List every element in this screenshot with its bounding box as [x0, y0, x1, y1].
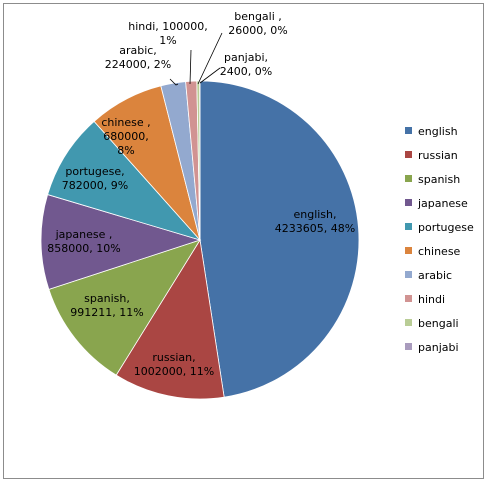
legend-label-bengali: bengali — [418, 317, 459, 330]
legend-label-portugese: portugese — [418, 221, 474, 234]
legend-label-arabic: arabic — [418, 269, 452, 282]
legend-label-spanish: spanish — [418, 173, 460, 186]
data-label-russian: russian, 1002000, 11% — [134, 351, 214, 378]
pie-slice-english — [199, 80, 360, 398]
legend-swatch-hindi — [405, 295, 412, 302]
legend-swatch-chinese — [405, 247, 412, 254]
leader-line-hindi — [189, 49, 192, 85]
pie-slice-spanish — [48, 239, 201, 376]
data-label-panjabi: panjabi, 2400, 0% — [220, 51, 272, 78]
data-label-bengali: bengali , 26000, 0% — [228, 10, 287, 37]
pie-slice-portugese — [47, 120, 202, 241]
legend-swatch-portugese — [405, 223, 412, 230]
legend-label-japanese: japanese — [417, 197, 468, 210]
legend-label-english: english — [418, 125, 458, 138]
leader-line-panjabi — [199, 67, 221, 84]
legend-swatch-panjabi — [405, 343, 412, 350]
leader-line-arabic — [169, 78, 179, 86]
legend-swatch-russian — [405, 151, 412, 158]
data-label-english: english, 4233605, 48% — [275, 208, 355, 235]
legend: english russian spanish japanese portugese ch… — [405, 125, 474, 354]
legend-label-russian: russian — [418, 149, 458, 162]
data-label-japanese: japanese , 858000, 10% — [47, 228, 120, 255]
legend-swatch-spanish — [405, 175, 412, 182]
legend-label-hindi: hindi — [418, 293, 445, 306]
legend-label-chinese: chinese — [418, 245, 461, 258]
legend-swatch-arabic — [405, 271, 412, 278]
legend-swatch-japanese — [405, 199, 412, 206]
data-label-hindi: hindi, 100000, 1% — [128, 20, 208, 47]
pie-slice-russian — [115, 238, 225, 400]
data-label-arabic: arabic, 224000, 2% — [105, 44, 171, 71]
legend-swatch-english — [405, 127, 412, 134]
legend-swatch-bengali — [405, 319, 412, 326]
pie-slice-japanese — [40, 194, 202, 290]
data-label-spanish: spanish, 991211, 11% — [70, 292, 143, 319]
legend-label-panjabi: panjabi — [418, 341, 459, 354]
data-label-portugese: portugese, 782000, 9% — [62, 165, 128, 192]
data-label-chinese: chinese , 680000, 8% — [101, 116, 150, 157]
leader-line-bengali — [197, 32, 223, 85]
